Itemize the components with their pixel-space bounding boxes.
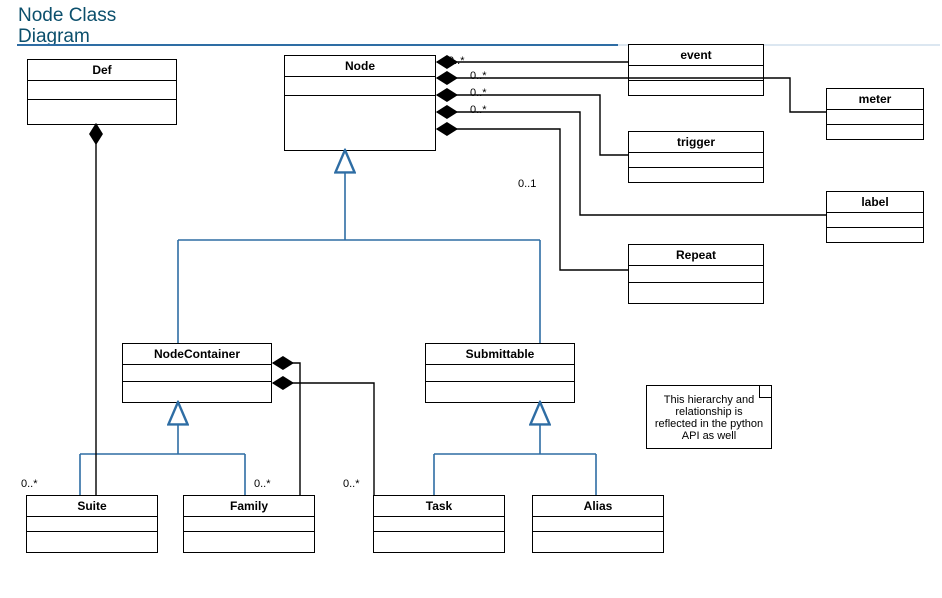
- mult-def-suite: 0..*: [21, 478, 38, 490]
- diagram-note: This hierarchy and relationship is refle…: [646, 385, 772, 449]
- mult-node-repeat: 0..1: [518, 178, 536, 190]
- class-family: Family: [183, 495, 315, 553]
- class-event-name: event: [629, 45, 763, 66]
- class-label: label: [826, 191, 924, 243]
- diagram-title-line2: Diagram: [18, 26, 90, 48]
- class-label-name: label: [827, 192, 923, 213]
- class-family-name: Family: [184, 496, 314, 517]
- mult-node-meter: 0..*: [470, 70, 487, 82]
- class-task: Task: [373, 495, 505, 553]
- class-task-name: Task: [374, 496, 504, 517]
- class-node-name: Node: [285, 56, 435, 77]
- class-nodecontainer-name: NodeContainer: [123, 344, 271, 365]
- class-suite: Suite: [26, 495, 158, 553]
- class-event: event: [628, 44, 764, 96]
- class-nodecontainer: NodeContainer: [122, 343, 272, 403]
- mult-nc-task: 0..*: [343, 478, 360, 490]
- class-trigger: trigger: [628, 131, 764, 183]
- class-alias: Alias: [532, 495, 664, 553]
- mult-node-event: 0..*: [448, 55, 465, 67]
- diagram-note-text: This hierarchy and relationship is refle…: [655, 394, 763, 442]
- class-submittable: Submittable: [425, 343, 575, 403]
- class-submittable-name: Submittable: [426, 344, 574, 365]
- mult-node-label: 0..*: [470, 104, 487, 116]
- class-def: Def: [27, 59, 177, 125]
- class-node: Node: [284, 55, 436, 151]
- class-repeat-name: Repeat: [629, 245, 763, 266]
- mult-node-trigger: 0..*: [470, 87, 487, 99]
- class-meter: meter: [826, 88, 924, 140]
- class-trigger-name: trigger: [629, 132, 763, 153]
- class-alias-name: Alias: [533, 496, 663, 517]
- class-meter-name: meter: [827, 89, 923, 110]
- class-repeat: Repeat: [628, 244, 764, 304]
- mult-nc-family: 0..*: [254, 478, 271, 490]
- class-suite-name: Suite: [27, 496, 157, 517]
- class-def-name: Def: [28, 60, 176, 81]
- diagram-title-line1: Node Class: [18, 5, 116, 27]
- uml-canvas: Node Class Diagram Def Node event meter …: [0, 0, 942, 598]
